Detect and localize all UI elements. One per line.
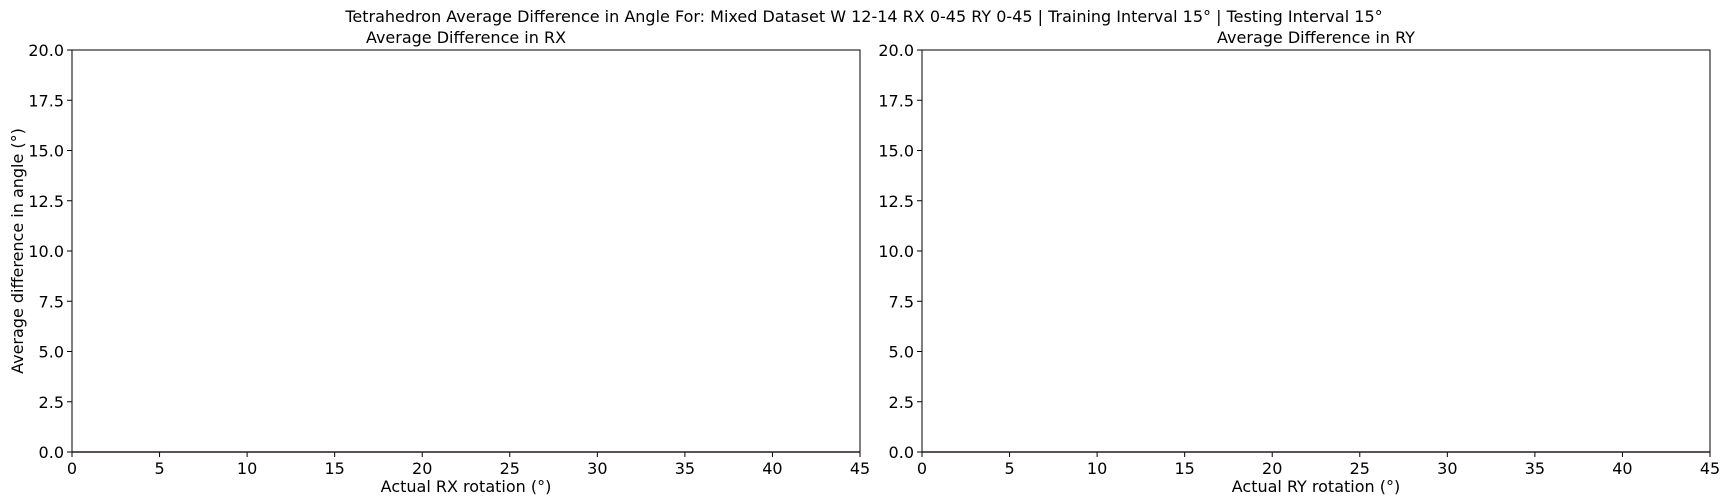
y-tick-label: 2.5 xyxy=(889,393,914,412)
x-axis-label: Actual RX rotation (°) xyxy=(381,477,552,496)
x-tick-label: 45 xyxy=(850,459,870,478)
figure-suptitle: Tetrahedron Average Difference in Angle … xyxy=(344,7,1382,26)
x-tick-label: 35 xyxy=(1525,459,1545,478)
x-tick-label: 15 xyxy=(1174,459,1194,478)
y-tick-label: 20.0 xyxy=(28,41,64,60)
plot-frame xyxy=(921,49,1711,453)
y-tick-label: 15.0 xyxy=(28,142,64,161)
y-tick-label: 0.0 xyxy=(889,443,914,462)
y-tick-label: 17.5 xyxy=(28,91,64,110)
chart-title: Average Difference in RY xyxy=(1217,28,1415,47)
y-tick-label: 17.5 xyxy=(878,91,914,110)
x-tick-label: 35 xyxy=(675,459,695,478)
x-tick-label: 5 xyxy=(1004,459,1014,478)
x-tick-label: 45 xyxy=(1700,459,1720,478)
y-tick-label: 0.0 xyxy=(39,443,64,462)
x-tick-label: 25 xyxy=(500,459,520,478)
y-tick-label: 7.5 xyxy=(889,292,914,311)
x-tick-label: 5 xyxy=(154,459,164,478)
y-tick-label: 12.5 xyxy=(28,192,64,211)
y-tick-label: 20.0 xyxy=(878,41,914,60)
y-tick-label: 15.0 xyxy=(878,142,914,161)
chart-rx: Average Difference in RX Actual RX rotat… xyxy=(8,28,870,496)
chart-ry: Average Difference in RY Actual RY rotat… xyxy=(878,28,1720,496)
y-tick-label: 5.0 xyxy=(889,343,914,362)
y-tick-label: 5.0 xyxy=(39,343,64,362)
ticks-layer: 0 5 10 15 20 25 30 35 40 45 0.0 2.5 5.0 7.5 10.0 12.5 15… xyxy=(878,41,1720,478)
y-tick-label: 12.5 xyxy=(878,192,914,211)
x-tick-label: 40 xyxy=(762,459,782,478)
x-tick-label: 40 xyxy=(1612,459,1632,478)
x-tick-label: 10 xyxy=(237,459,257,478)
y-tick-label: 2.5 xyxy=(39,393,64,412)
y-axis-label: Average difference in angle (°) xyxy=(8,128,27,374)
x-tick-label: 30 xyxy=(1437,459,1457,478)
ticks-layer: 0 5 10 15 20 25 30 35 40 45 0.0 2.5 5.0 7.5 10.0 12.5 15… xyxy=(28,41,870,478)
x-tick-label: 30 xyxy=(587,459,607,478)
y-tick-label: 10.0 xyxy=(28,242,64,261)
y-tick-label: 7.5 xyxy=(39,292,64,311)
x-tick-label: 20 xyxy=(412,459,432,478)
x-tick-label: 0 xyxy=(67,459,77,478)
x-axis-label: Actual RY rotation (°) xyxy=(1232,477,1400,496)
x-tick-label: 0 xyxy=(917,459,927,478)
x-tick-label: 25 xyxy=(1350,459,1370,478)
x-tick-label: 15 xyxy=(324,459,344,478)
x-tick-label: 20 xyxy=(1262,459,1282,478)
x-tick-label: 10 xyxy=(1087,459,1107,478)
plot-frame xyxy=(71,49,861,453)
chart-title: Average Difference in RX xyxy=(366,28,566,47)
y-tick-label: 10.0 xyxy=(878,242,914,261)
